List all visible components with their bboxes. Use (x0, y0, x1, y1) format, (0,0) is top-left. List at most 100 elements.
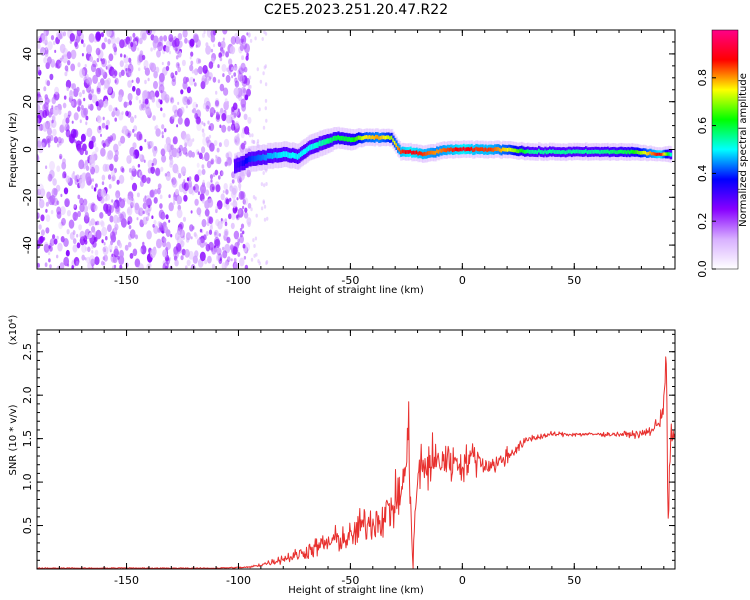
noise-speckle (84, 247, 88, 252)
noise-speckle (152, 224, 155, 228)
noise-speckle (138, 154, 143, 160)
noise-speckle (216, 254, 221, 262)
ridge-core (658, 152, 662, 156)
noise-speckle (104, 196, 108, 202)
noise-speckle (196, 69, 199, 73)
noise-speckle (135, 77, 140, 84)
noise-speckle (176, 195, 183, 205)
noise-speckle (107, 150, 114, 160)
ridge-core (295, 153, 298, 159)
noise-speckle (108, 135, 114, 143)
noise-speckle (72, 211, 79, 221)
noise-speckle (224, 218, 228, 223)
x-tick-label: -100 (226, 274, 251, 287)
ridge-core (451, 148, 455, 153)
noise-speckle (208, 125, 211, 130)
noise-speckle (138, 37, 143, 45)
noise-speckle (101, 58, 106, 65)
noise-speckle (210, 247, 214, 252)
noise-speckle (98, 221, 101, 226)
noise-speckle (63, 112, 68, 119)
noise-speckle (89, 154, 95, 164)
noise-speckle (193, 78, 195, 82)
noise-speckle (139, 248, 143, 253)
ridge-core (577, 149, 580, 154)
noise-speckle (222, 73, 225, 78)
noise-speckle (202, 132, 206, 138)
noise-speckle (37, 212, 40, 219)
noise-speckle (140, 101, 147, 111)
noise-speckle (129, 146, 136, 157)
noise-speckle (239, 171, 245, 181)
noise-speckle (240, 191, 246, 200)
noise-speckle (84, 159, 88, 166)
ridge-core (376, 135, 379, 139)
noise-speckle (109, 215, 114, 223)
ridge-core (389, 136, 392, 140)
noise-speckle (138, 99, 142, 104)
ridge-core (544, 149, 547, 154)
noise-speckle (216, 147, 220, 153)
noise-speckle (63, 256, 70, 267)
noise-speckle (224, 230, 228, 236)
noise-speckle (149, 189, 155, 198)
noise-speckle (170, 234, 173, 238)
noise-speckle (193, 82, 197, 87)
noise-speckle (197, 66, 203, 75)
ridge-core (434, 150, 437, 155)
noise-speckle (43, 243, 50, 253)
noise-speckle (104, 99, 108, 104)
ridge-core (483, 148, 486, 152)
ridge-core (505, 147, 508, 152)
ridge-core (621, 149, 624, 154)
noise-speckle (252, 195, 256, 199)
noise-speckle (197, 58, 202, 64)
noise-speckle (161, 154, 167, 163)
noise-speckle (203, 65, 207, 70)
ridge-core (491, 147, 494, 152)
noise-speckle (225, 51, 229, 58)
noise-speckle (126, 155, 132, 164)
noise-speckle (201, 168, 206, 175)
noise-speckle (71, 120, 74, 124)
noise-speckle (59, 141, 62, 146)
noise-speckle (215, 111, 219, 117)
noise-speckle (110, 234, 117, 243)
ridge-core (519, 148, 522, 153)
noise-speckle (134, 258, 141, 268)
noise-speckle (137, 163, 141, 168)
noise-speckle (243, 211, 249, 219)
noise-speckle (200, 81, 206, 90)
noise-speckle (132, 32, 136, 38)
noise-speckle (88, 93, 93, 100)
noise-speckle (157, 183, 162, 190)
noise-speckle (106, 64, 111, 71)
noise-speckle (249, 84, 252, 89)
noise-speckle (112, 43, 117, 50)
noise-speckle (263, 204, 267, 209)
noise-speckle (222, 250, 228, 259)
ridge-core (647, 151, 651, 156)
noise-speckle (83, 215, 89, 223)
noise-speckle (175, 242, 182, 252)
noise-speckle (213, 140, 218, 146)
noise-speckle (114, 79, 117, 84)
noise-speckle (101, 69, 105, 76)
noise-speckle (86, 77, 93, 86)
noise-speckle (171, 78, 177, 87)
noise-speckle (196, 122, 202, 131)
noise-speckle (43, 57, 48, 64)
noise-speckle (57, 32, 63, 40)
noise-speckle (184, 142, 188, 148)
noise-speckle (114, 245, 118, 252)
noise-speckle (217, 79, 221, 84)
noise-speckle (95, 229, 102, 240)
noise-speckle (106, 77, 111, 85)
y-tick-label: 40 (21, 47, 34, 61)
ridge-core (608, 150, 611, 155)
ridge-core (525, 149, 528, 154)
ridge-core (527, 149, 530, 154)
noise-speckle (102, 256, 106, 261)
noise-speckle (234, 77, 238, 83)
ridge-core (235, 162, 238, 169)
